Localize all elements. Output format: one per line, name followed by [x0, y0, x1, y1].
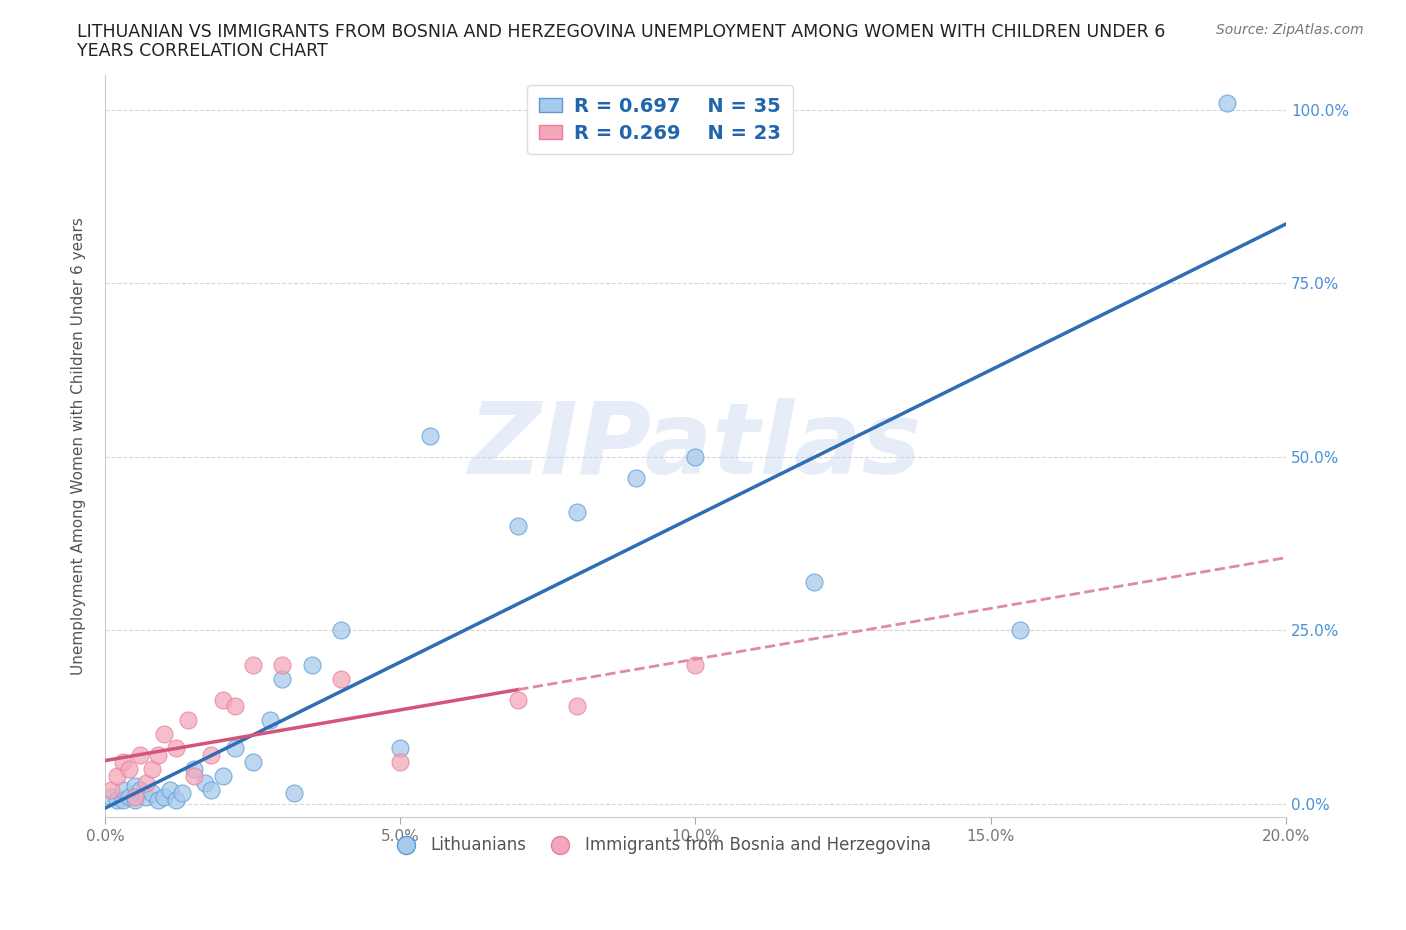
- Point: [301, 658, 323, 672]
- Point: [1216, 96, 1239, 111]
- Point: [100, 782, 122, 797]
- Point: [242, 754, 264, 769]
- Point: [200, 782, 222, 797]
- Point: [146, 748, 169, 763]
- Point: [1010, 623, 1032, 638]
- Point: [259, 713, 281, 728]
- Point: [111, 754, 134, 769]
- Point: [212, 692, 235, 707]
- Point: [165, 792, 187, 807]
- Point: [105, 792, 128, 807]
- Point: [159, 782, 181, 797]
- Legend: Lithuanians, Immigrants from Bosnia and Herzegovina: Lithuanians, Immigrants from Bosnia and …: [382, 830, 938, 861]
- Point: [153, 790, 176, 804]
- Point: [567, 699, 589, 714]
- Point: [117, 790, 139, 804]
- Point: [111, 782, 134, 797]
- Point: [419, 429, 441, 444]
- Point: [135, 776, 157, 790]
- Point: [135, 790, 157, 804]
- Point: [271, 671, 294, 686]
- Point: [685, 658, 707, 672]
- Point: [176, 713, 198, 728]
- Point: [129, 748, 152, 763]
- Point: [567, 505, 589, 520]
- Text: YEARS CORRELATION CHART: YEARS CORRELATION CHART: [77, 42, 328, 60]
- Point: [389, 740, 412, 755]
- Point: [803, 574, 825, 589]
- Point: [242, 658, 264, 672]
- Text: Source: ZipAtlas.com: Source: ZipAtlas.com: [1216, 23, 1364, 37]
- Point: [508, 692, 530, 707]
- Point: [200, 748, 222, 763]
- Point: [124, 792, 146, 807]
- Point: [626, 471, 648, 485]
- Point: [111, 792, 134, 807]
- Point: [508, 519, 530, 534]
- Point: [212, 768, 235, 783]
- Text: ZIPatlas: ZIPatlas: [470, 398, 922, 495]
- Point: [224, 740, 246, 755]
- Point: [153, 726, 176, 741]
- Point: [124, 778, 146, 793]
- Point: [117, 762, 139, 777]
- Point: [271, 658, 294, 672]
- Point: [183, 768, 205, 783]
- Point: [330, 671, 353, 686]
- Point: [105, 768, 128, 783]
- Point: [330, 623, 353, 638]
- Point: [129, 782, 152, 797]
- Point: [124, 790, 146, 804]
- Point: [165, 740, 187, 755]
- Point: [283, 786, 305, 801]
- Point: [100, 790, 122, 804]
- Point: [194, 776, 217, 790]
- Point: [146, 792, 169, 807]
- Point: [183, 762, 205, 777]
- Point: [141, 762, 163, 777]
- Point: [170, 786, 193, 801]
- Y-axis label: Unemployment Among Women with Children Under 6 years: Unemployment Among Women with Children U…: [72, 218, 86, 675]
- Point: [224, 699, 246, 714]
- Point: [141, 786, 163, 801]
- Point: [389, 754, 412, 769]
- Text: LITHUANIAN VS IMMIGRANTS FROM BOSNIA AND HERZEGOVINA UNEMPLOYMENT AMONG WOMEN WI: LITHUANIAN VS IMMIGRANTS FROM BOSNIA AND…: [77, 23, 1166, 41]
- Point: [685, 449, 707, 464]
